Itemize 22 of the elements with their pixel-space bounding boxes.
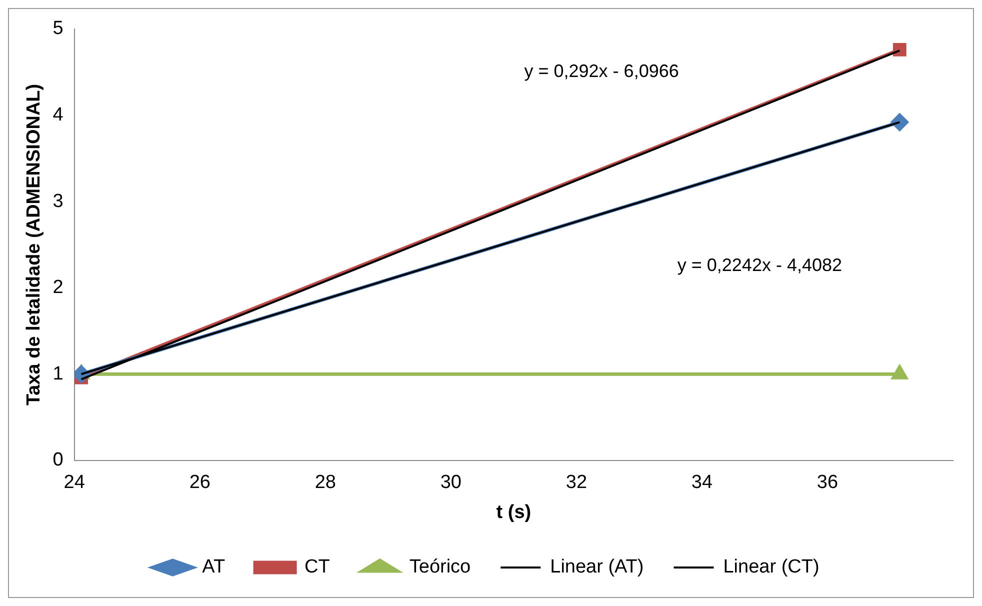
legend-label: Teórico xyxy=(409,556,471,578)
y-axis-title: Taxa de letalidade (ADMENSIONAL) xyxy=(24,84,45,406)
legend-label: CT xyxy=(304,556,330,578)
x-tick-label: 32 xyxy=(566,472,588,494)
x-tick-label: 30 xyxy=(440,472,462,494)
annotation: y = 0,2242x - 4,4082 xyxy=(677,255,842,276)
y-tick-label: 2 xyxy=(52,277,64,298)
y-tick-label: 0 xyxy=(52,450,64,471)
annotation: y = 0,292x - 6,0966 xyxy=(524,61,679,82)
x-tick-label: 34 xyxy=(691,472,713,494)
x-axis-title: t (s) xyxy=(496,502,532,523)
x-tick-label: 36 xyxy=(816,472,838,494)
y-tick-label: 4 xyxy=(52,104,64,126)
y-tick-label: 1 xyxy=(52,363,64,384)
y-tick-label: 3 xyxy=(52,190,64,212)
x-tick-label: 24 xyxy=(64,472,86,494)
legend-label: AT xyxy=(202,556,226,578)
legend-label: Linear (CT) xyxy=(723,556,820,578)
x-tick-label: 26 xyxy=(189,472,210,494)
legend-label: Linear (AT) xyxy=(550,556,644,578)
x-tick-label: 28 xyxy=(314,472,336,494)
y-tick-label: 5 xyxy=(52,18,64,40)
